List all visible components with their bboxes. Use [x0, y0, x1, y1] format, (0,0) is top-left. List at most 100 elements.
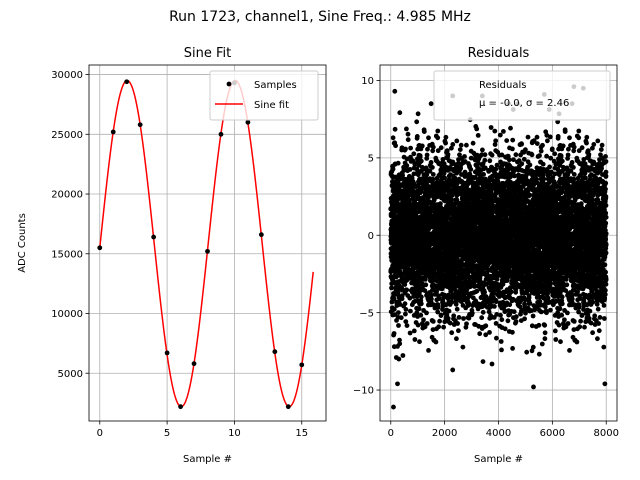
residual-point [446, 292, 451, 298]
residual-point [475, 133, 481, 138]
sine-fit-legend: Samples Sine fit [209, 70, 319, 121]
residual-point [479, 315, 485, 321]
residual-point [414, 119, 420, 125]
sine-fit-ylabel: ADC Counts [17, 213, 28, 273]
residual-point [392, 312, 398, 317]
residual-point [498, 312, 503, 318]
residual-point [477, 331, 483, 337]
residual-point [421, 317, 426, 323]
residual-point [428, 101, 434, 107]
residual-point [416, 209, 421, 215]
residual-point [416, 306, 422, 312]
residual-point [437, 318, 442, 324]
sine-fit-xtick-label: 5 [164, 428, 170, 439]
residual-point [450, 142, 456, 147]
residual-point [454, 336, 459, 342]
residual-point [443, 140, 448, 146]
residual-point [441, 324, 446, 330]
residual-point [510, 137, 516, 143]
residual-point [417, 339, 422, 345]
sample-point [245, 119, 251, 125]
residual-point [455, 321, 460, 326]
residual-point [486, 169, 492, 174]
sine-fit-ytick-label: 20000 [51, 190, 83, 201]
residual-point [407, 295, 413, 301]
residual-point [400, 172, 405, 178]
sample-point [285, 404, 291, 410]
residual-point [400, 353, 406, 358]
residual-point [474, 288, 480, 294]
residual-point [456, 328, 461, 334]
residual-point [405, 137, 411, 143]
residual-point [444, 148, 450, 154]
residual-point [425, 146, 430, 152]
sine-fit-xtick-label: 0 [97, 428, 103, 439]
residual-point [504, 138, 510, 144]
residual-point [445, 316, 451, 321]
residual-point [462, 154, 467, 159]
residual-point [391, 296, 397, 302]
residual-point [489, 152, 495, 158]
residual-point [424, 321, 430, 326]
residual-point [497, 132, 503, 138]
residual-point [430, 144, 436, 150]
residual-point [405, 131, 411, 137]
residual-point [480, 147, 485, 153]
residual-point [404, 163, 410, 169]
sample-point [164, 350, 170, 356]
sine-fit-xtick-label: 15 [295, 428, 308, 439]
residual-point [494, 276, 500, 282]
sample-point [272, 349, 278, 355]
residual-point [440, 157, 446, 162]
residual-point [430, 319, 436, 324]
sample-point [205, 248, 210, 254]
residual-point [451, 313, 457, 319]
residual-point [458, 142, 464, 148]
residual-point [423, 277, 428, 282]
residual-point [468, 167, 474, 172]
residual-point [418, 294, 424, 300]
residual-point [508, 125, 513, 131]
residual-point [480, 359, 486, 364]
residual-point [399, 287, 405, 293]
residual-point [482, 152, 488, 158]
residual-point [487, 158, 493, 164]
sine-fit-ytick-label: 25000 [51, 130, 83, 141]
sample-point [97, 245, 103, 251]
residual-point [510, 146, 515, 152]
residual-point [450, 159, 456, 165]
residual-point [442, 292, 448, 298]
residual-point [403, 311, 408, 317]
figure-title: Run 1723, channel1, Sine Freq.: 4.985 MH… [169, 9, 471, 25]
residual-point [483, 323, 489, 329]
residual-point [454, 306, 460, 312]
residual-point [442, 175, 447, 181]
residual-point [487, 330, 492, 335]
residual-point [469, 310, 475, 316]
sine-fit-ytick-label: 5000 [58, 369, 83, 380]
sine-fit-axes-frame [88, 64, 327, 422]
residual-point [457, 147, 463, 153]
residual-point [474, 126, 480, 132]
residual-point [397, 110, 403, 116]
residual-point [464, 142, 469, 148]
residual-point [448, 197, 454, 203]
residual-point [435, 309, 441, 315]
residual-point [429, 296, 434, 302]
residual-point [449, 330, 455, 336]
residual-point [470, 140, 476, 146]
residual-point [443, 134, 449, 140]
residual-point [511, 309, 517, 315]
residual-point [435, 135, 441, 141]
residual-point [396, 323, 401, 328]
residual-point [404, 126, 409, 132]
sample-point [299, 362, 305, 368]
residual-point [403, 319, 409, 324]
residual-point [519, 161, 525, 167]
residual-point [519, 141, 524, 147]
sine-fit-legend-frame [209, 70, 319, 121]
residual-point [404, 287, 410, 293]
residual-point [447, 320, 453, 326]
residual-point [427, 168, 433, 174]
sine-fit-panel: Sine Fit 0 5 10 155000100001500020000250003… [17, 46, 327, 465]
